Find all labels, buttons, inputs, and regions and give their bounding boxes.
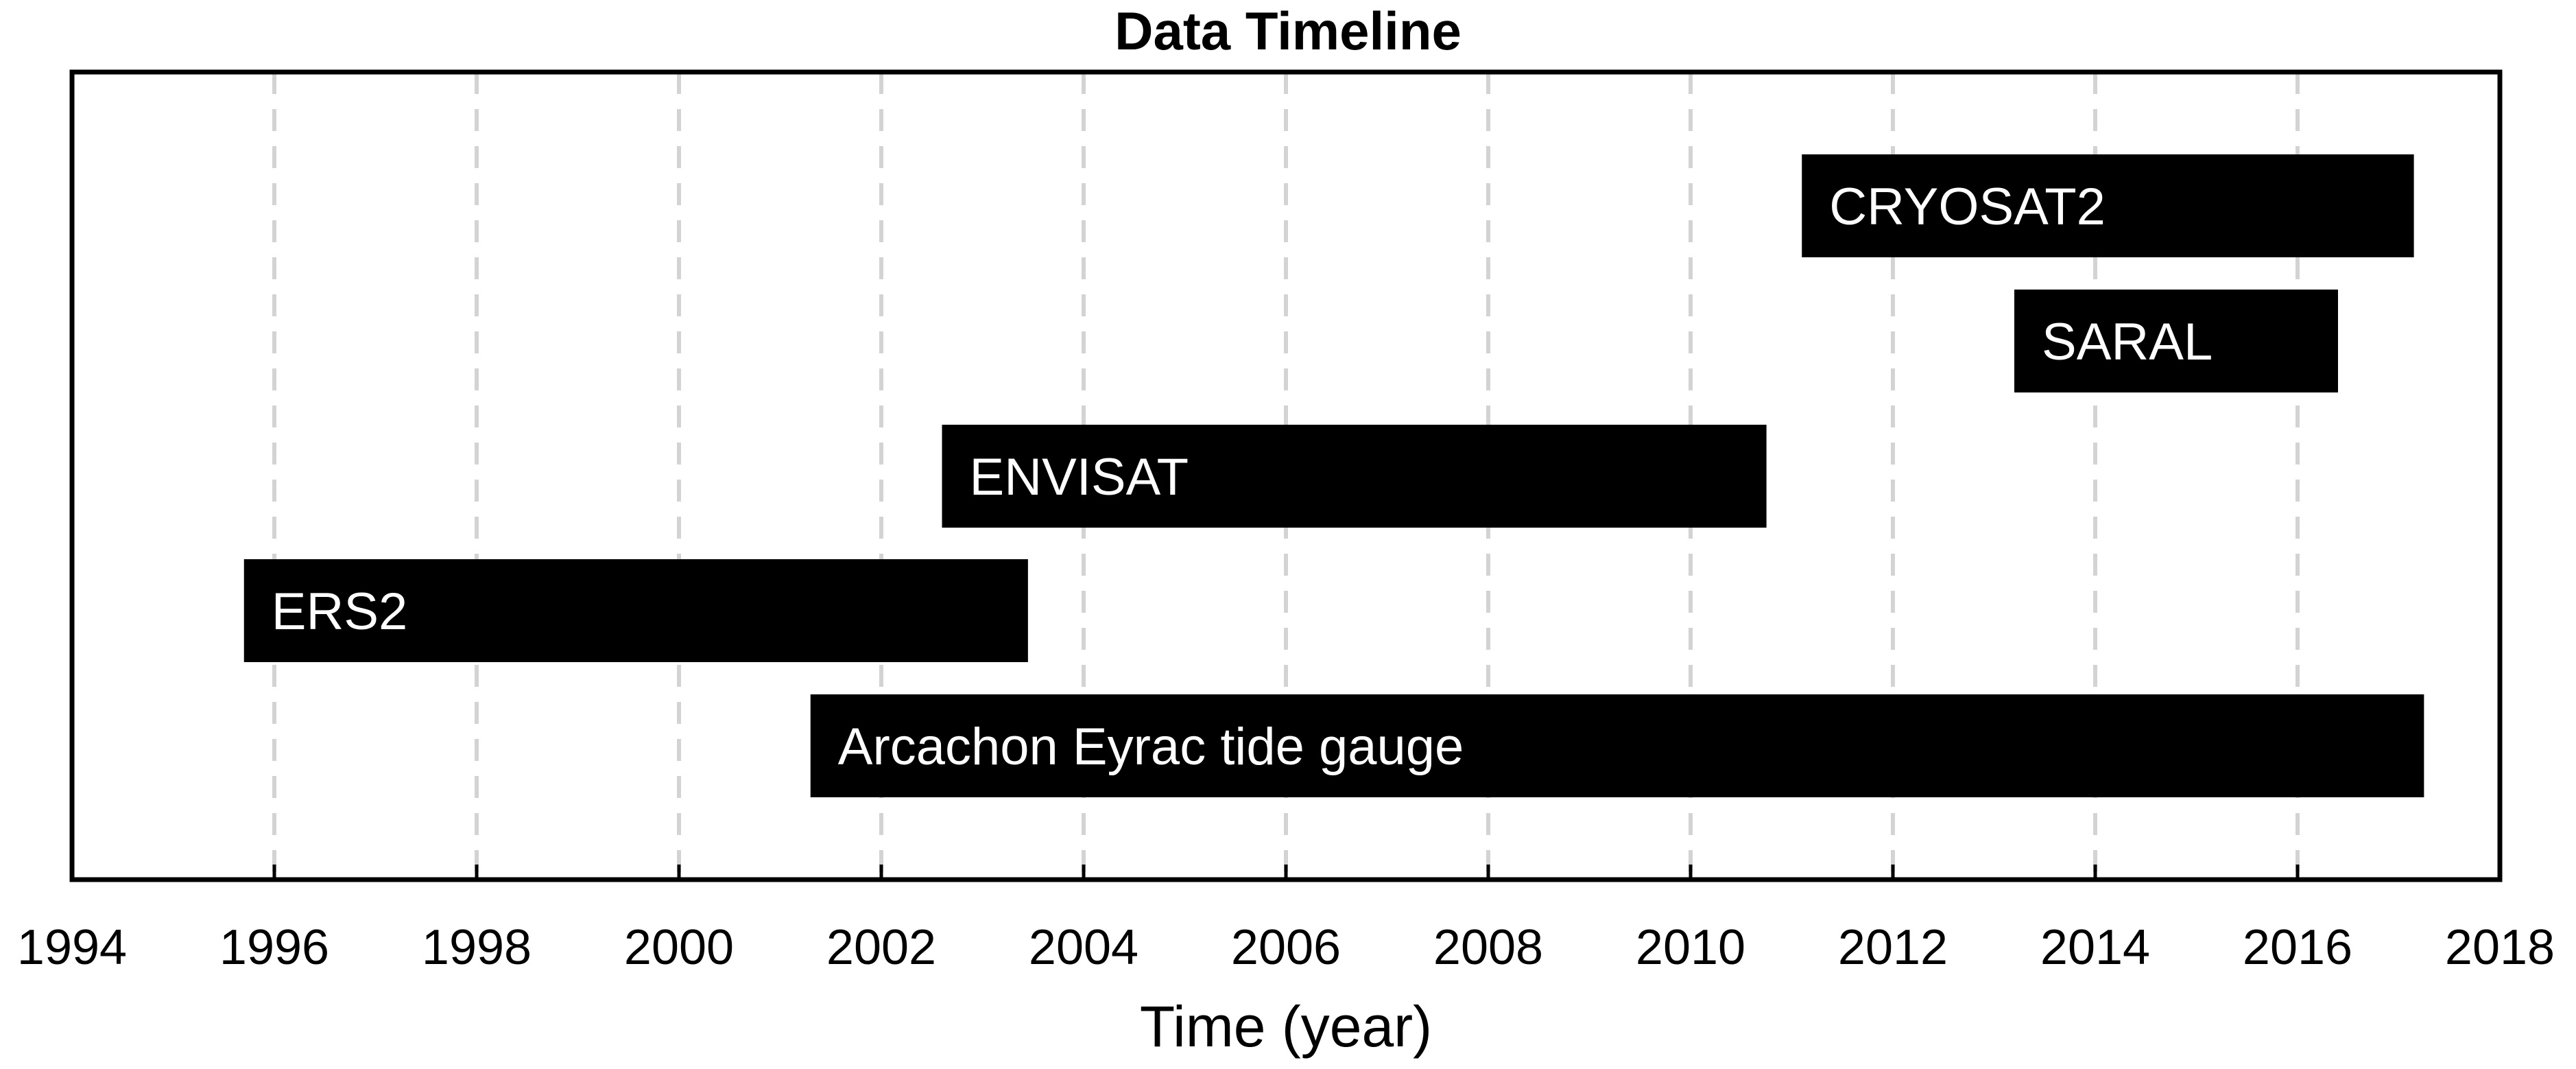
bar-label-envisat: ENVISAT: [970, 448, 1189, 506]
bar-cryosat2: [1802, 154, 2414, 257]
bar-label-arcachon-eyrac-tide-gauge: Arcachon Eyrac tide gauge: [838, 718, 1464, 776]
chart-title: Data Timeline: [1114, 1, 1462, 61]
x-tick-label-2012: 2012: [1838, 920, 1948, 975]
bars: CRYOSAT2 SARAL ENVISAT ERS2 Arcachon Eyrac t…: [243, 154, 2424, 797]
x-tick-label-2004: 2004: [1029, 920, 1138, 975]
x-tick-label-2000: 2000: [624, 920, 734, 975]
bar-arcachon-eyrac-tide-gauge: [810, 694, 2424, 797]
x-tick-label-1996: 1996: [219, 920, 329, 975]
x-tick-label-2006: 2006: [1231, 920, 1341, 975]
x-axis-ticks: 1994 1996 1998 2000 2002 2004 2006 2008 2010 2012…: [17, 865, 2555, 975]
x-tick-label-1994: 1994: [17, 920, 127, 975]
bar-saral: [2014, 290, 2338, 392]
x-tick-label-2018: 2018: [2445, 920, 2555, 975]
bar-ers2: [243, 559, 1028, 662]
x-tick-label-1998: 1998: [422, 920, 532, 975]
bar-label-ers2: ERS2: [272, 583, 408, 641]
x-tick-label-2016: 2016: [2243, 920, 2352, 975]
x-axis-label: Time (year): [1140, 994, 1432, 1059]
x-tick-label-2002: 2002: [826, 920, 936, 975]
bar-envisat: [942, 425, 1767, 528]
bar-label-cryosat2: CRYOSAT2: [1829, 178, 2106, 236]
bar-label-saral: SARAL: [2042, 313, 2213, 371]
x-tick-label-2014: 2014: [2040, 920, 2150, 975]
x-tick-label-2010: 2010: [1636, 920, 1745, 975]
x-tick-label-2008: 2008: [1433, 920, 1543, 975]
